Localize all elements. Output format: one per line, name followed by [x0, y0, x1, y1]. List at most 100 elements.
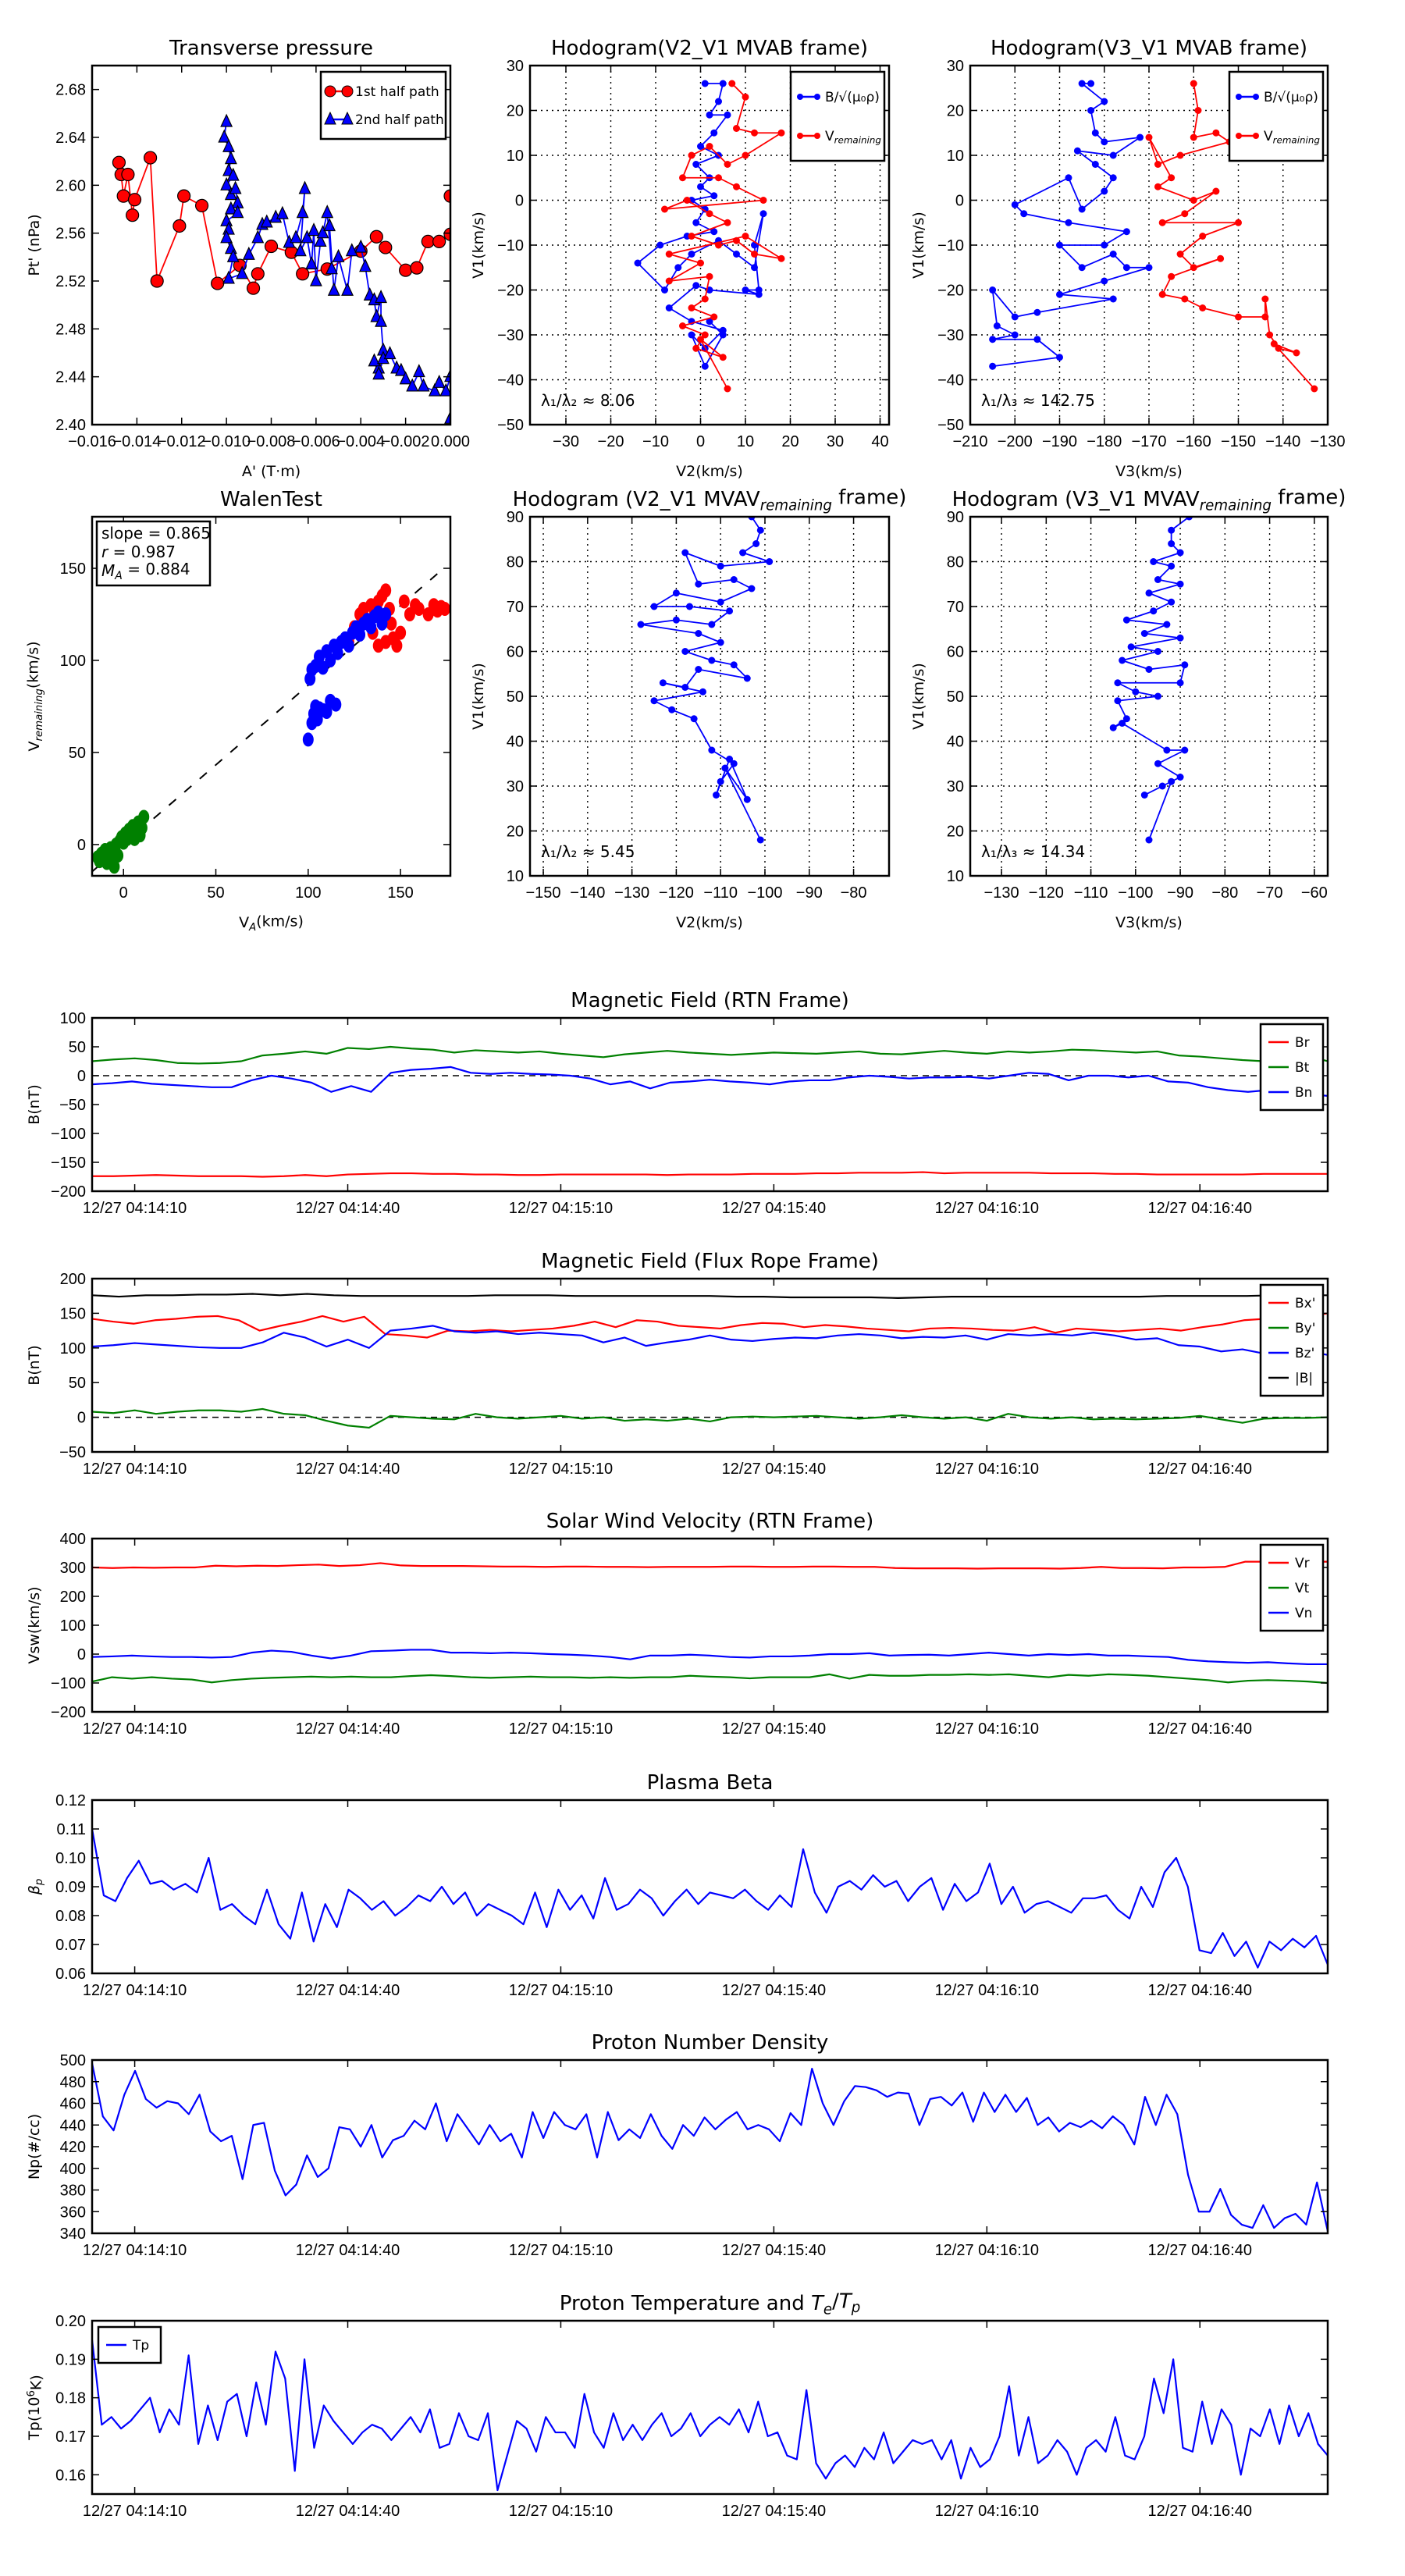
legend-box — [789, 70, 886, 162]
x-tick-label: 0.000 — [431, 433, 470, 450]
y-tick-label: −200 — [51, 1704, 86, 1721]
legend: B/√(μ₀ρ) Vremaining — [1228, 70, 1325, 162]
data-point — [224, 201, 237, 215]
x-tick-label: −90 — [796, 884, 823, 902]
data-point — [1176, 151, 1184, 159]
data-point — [372, 366, 386, 380]
legend-label: Tp — [132, 2338, 149, 2354]
y-tick-label: −20 — [497, 283, 524, 300]
text-segment: frame) — [1272, 486, 1346, 510]
data-point — [695, 666, 702, 673]
x-tick-label: 12/27 04:15:40 — [722, 2242, 826, 2259]
data-point — [443, 189, 450, 203]
legend-label: Vremaining — [825, 129, 881, 146]
data-point — [719, 80, 727, 87]
x-tick-label: 12/27 04:16:10 — [935, 2242, 1039, 2259]
y-tick-label: 300 — [60, 1560, 86, 1577]
data-point — [1266, 331, 1274, 339]
legend-item: B/√(μ₀ρ) — [1236, 90, 1318, 105]
y-tick-label: 420 — [60, 2139, 86, 2156]
data-point — [1194, 107, 1202, 114]
y-tick-label: −10 — [937, 237, 964, 254]
x-tick-label: −100 — [1118, 884, 1153, 902]
data-point — [708, 621, 716, 628]
x-tick-label: −140 — [570, 884, 605, 902]
data-point — [1101, 241, 1108, 249]
x-tick-label: 12/27 04:14:40 — [296, 1461, 400, 1478]
legend-label: B/√(μ₀ρ) — [1264, 90, 1318, 105]
data-point — [1033, 308, 1041, 316]
x-tick-label: 12/27 04:15:10 — [509, 1200, 613, 1217]
data-point — [1176, 774, 1184, 781]
data-point — [724, 161, 731, 168]
data-point — [218, 129, 231, 143]
solar-wind-velocity-chart: 12/27 04:14:10 12/27 04:14:40 12/27 04:15:… — [26, 1510, 1329, 1738]
data-point — [308, 222, 320, 237]
legend-label: Vt — [1295, 1581, 1310, 1596]
chart-title: Magnetic Field (Flux Rope Frame) — [541, 1250, 879, 1273]
text-segment: = 0.884 — [123, 560, 190, 578]
plot-area — [92, 1045, 1328, 1178]
eigenvalue-ratio-annotation: λ₁/λ₂ ≈ 8.06 — [541, 391, 635, 410]
data-point — [706, 111, 713, 119]
x-tick-label: −150 — [526, 884, 561, 902]
data-point — [715, 98, 722, 105]
x-tick-label: −210 — [952, 433, 987, 450]
x-tick-label: −20 — [598, 433, 624, 450]
text-segment: remaining — [834, 135, 882, 146]
data-point — [697, 259, 704, 267]
data-point — [1078, 264, 1086, 272]
x-tick-label: −100 — [747, 884, 782, 902]
data-point — [1056, 290, 1063, 298]
data-point — [1101, 138, 1108, 146]
data-point — [229, 180, 242, 194]
x-tick-label: 12/27 04:15:10 — [509, 1982, 613, 1999]
y-axis-label: V1(km/s) — [910, 212, 927, 279]
text-segment: (km/s) — [256, 913, 304, 930]
data-point — [637, 621, 645, 628]
y-tick-label: 0.11 — [57, 1821, 86, 1838]
data-point — [112, 155, 126, 169]
y-tick-label: 380 — [60, 2183, 86, 2200]
series-line-vt — [92, 1673, 1328, 1685]
data-point — [674, 264, 682, 272]
y-tick-label: 360 — [60, 2204, 86, 2221]
text-segment: V — [26, 742, 43, 752]
x-tick-label: 12/27 04:14:40 — [296, 2242, 400, 2259]
data-point — [1176, 549, 1184, 557]
data-point — [726, 756, 734, 763]
data-point — [1145, 589, 1153, 597]
x-tick-label: 100 — [295, 884, 321, 902]
data-point — [728, 80, 736, 87]
x-axis-label: V3(km/s) — [1115, 914, 1183, 931]
data-point — [730, 576, 738, 583]
data-point — [1056, 354, 1063, 361]
data-point — [108, 859, 120, 874]
chart-title: Hodogram (V2_V1 MVAVremaining frame) — [513, 486, 907, 514]
data-point — [690, 715, 698, 723]
y-tick-label: 20 — [947, 103, 964, 120]
y-axis-label: V1(km/s) — [910, 663, 927, 730]
y-tick-label: −200 — [51, 1183, 86, 1201]
data-point — [332, 248, 345, 262]
axes-frame — [91, 2319, 1329, 2496]
text-segment: p — [851, 2300, 861, 2316]
data-point — [321, 705, 333, 720]
data-point — [1087, 80, 1095, 87]
y-tick-label: 20 — [507, 824, 524, 841]
y-tick-label: 0.08 — [55, 1908, 86, 1925]
y-tick-label: −50 — [937, 417, 964, 434]
data-point — [766, 558, 774, 565]
y-tick-label: 20 — [947, 824, 964, 841]
data-point — [1011, 201, 1019, 208]
text-segment: V — [239, 914, 249, 931]
series-bz — [92, 1325, 1328, 1356]
text-segment: remaining — [1200, 497, 1272, 514]
hodogram-v3-v1-mvab-chart: −210 −200 −190 −180 −170 −160 −150 −140 −130−50−… — [910, 37, 1346, 480]
legend-marker — [324, 85, 336, 98]
x-tick-label: 12/27 04:16:10 — [935, 2503, 1039, 2520]
legend-item: Vr — [1268, 1556, 1310, 1571]
data-point — [759, 210, 767, 218]
data-point — [730, 661, 738, 669]
